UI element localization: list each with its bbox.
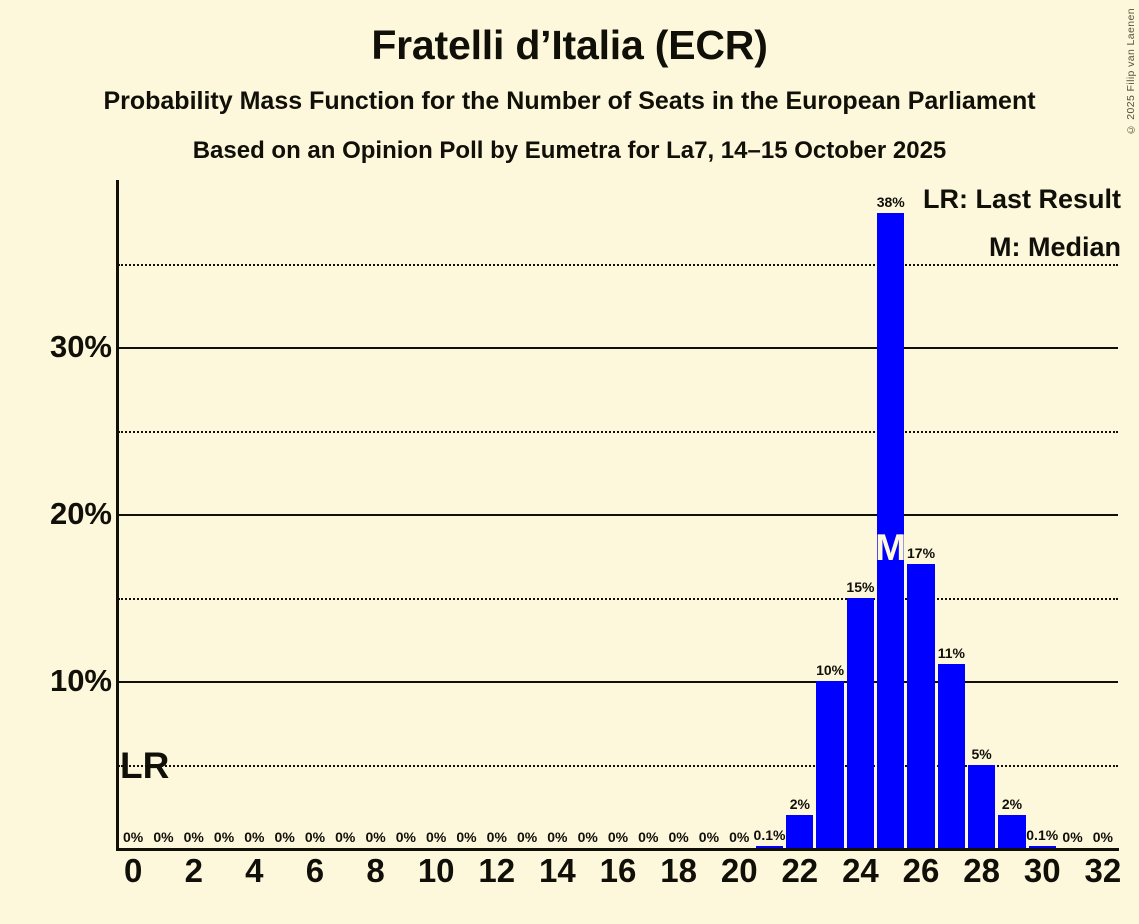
x-axis-tick-label: 18 [660, 852, 697, 889]
bar-value-label: 0% [395, 829, 416, 845]
gridline-minor [118, 430, 1118, 433]
bar-value-label: 0% [1062, 829, 1083, 845]
x-axis-tick-label: 28 [963, 852, 1000, 889]
x-axis-tick-label: 0 [123, 852, 143, 889]
bar-value-label: 0% [153, 829, 174, 845]
legend-last-result: LR: Last Result [922, 184, 1121, 214]
bar-value-label: 15% [846, 578, 875, 595]
bar-value-label: 10% [816, 662, 845, 678]
bar-value-label: 5% [971, 745, 992, 762]
bar-value-label: 0% [607, 829, 629, 845]
bar-value-label: 0% [244, 829, 265, 845]
bar [998, 814, 1026, 848]
y-axis-tick-label: 10% [49, 663, 112, 698]
bar-value-label: 2% [1001, 795, 1023, 812]
median-marker: M [875, 527, 907, 569]
x-axis-tick-label: 32 [1084, 852, 1122, 889]
gridline-minor [118, 597, 1118, 600]
bar-value-label: 0% [335, 829, 356, 845]
bar-value-label: 0% [577, 829, 598, 845]
gridline-minor [118, 764, 1118, 767]
x-axis-tick-label: 24 [842, 852, 879, 889]
bar [786, 814, 814, 848]
x-axis-tick-label: 4 [245, 852, 264, 889]
gridline-minor [118, 263, 1118, 266]
bar-value-label: 0% [516, 829, 538, 845]
bar [846, 597, 875, 848]
bar-value-label: 0% [729, 829, 750, 845]
bar [755, 846, 784, 848]
x-axis-tick-label: 12 [478, 852, 516, 889]
y-axis-tick-label: 20% [49, 496, 112, 531]
x-axis-tick-label: 20 [720, 852, 758, 889]
gridline-major [118, 347, 1118, 349]
x-axis-line [116, 848, 1119, 851]
bar-value-label: 0% [274, 829, 295, 845]
bar-value-label: 0.1% [1026, 827, 1059, 844]
bar-value-label: 0% [123, 829, 144, 845]
bar-value-label: 0% [547, 829, 568, 845]
chart-subtitle-source: Based on an Opinion Poll by Eumetra for … [192, 137, 947, 164]
x-axis-tick-label: 30 [1023, 852, 1061, 889]
chart-subtitle-primary: Probability Mass Function for the Number… [103, 87, 1036, 115]
bar-value-label: 17% [907, 545, 936, 562]
x-axis-tick-label: 6 [305, 852, 325, 889]
last-result-marker: LR [120, 744, 170, 786]
bar-value-label: 2% [789, 795, 810, 812]
y-axis-line [116, 180, 119, 848]
bar-value-label: 0% [638, 829, 659, 845]
bar-value-label: 0% [426, 829, 447, 845]
x-axis-tick-label: 2 [184, 852, 203, 889]
bar-value-label: 0% [304, 829, 326, 845]
x-axis-tick-label: 8 [366, 852, 385, 889]
x-axis-tick-label: 14 [539, 852, 576, 889]
bar-value-label: 0% [456, 829, 477, 845]
bar-value-label: 0% [213, 829, 235, 845]
bar-value-label: 0% [486, 829, 507, 845]
y-axis-tick-label: 30% [49, 329, 112, 364]
x-axis-tick-label: 10 [417, 852, 455, 889]
bar-value-label: 0% [183, 829, 204, 845]
plot-area: 10% 20% 30% 0% 0% 0% 0% 0% 0% 0% 0% 0% 0% 0% 0% 0% 0% 0%… [50, 180, 1121, 889]
bar [877, 213, 905, 848]
bar [1028, 846, 1056, 848]
gridline-major [118, 514, 1118, 516]
page-title: Fratelli d’Italia (ECR) [371, 22, 768, 68]
bar-value-label: 0% [698, 829, 720, 845]
copyright-notice: © 2025 Filip van Laenen [1125, 8, 1137, 136]
gridline-major [118, 681, 1118, 683]
bar-value-label: 0% [668, 829, 689, 845]
x-axis-tick-label: 22 [781, 852, 819, 889]
bar [937, 664, 965, 848]
bar [816, 681, 844, 848]
x-axis-tick-label: 16 [599, 852, 637, 889]
bar-value-label: 11% [937, 645, 965, 662]
bar [968, 764, 996, 848]
bar-value-label: 0% [365, 829, 386, 845]
bar-value-label: 38% [876, 194, 905, 211]
bar-value-label: 0.1% [753, 827, 786, 844]
bar-value-label: 0% [1092, 829, 1113, 845]
bar [907, 564, 935, 848]
x-axis-tick-label: 26 [902, 852, 940, 889]
legend-median: M: Median [989, 232, 1121, 262]
